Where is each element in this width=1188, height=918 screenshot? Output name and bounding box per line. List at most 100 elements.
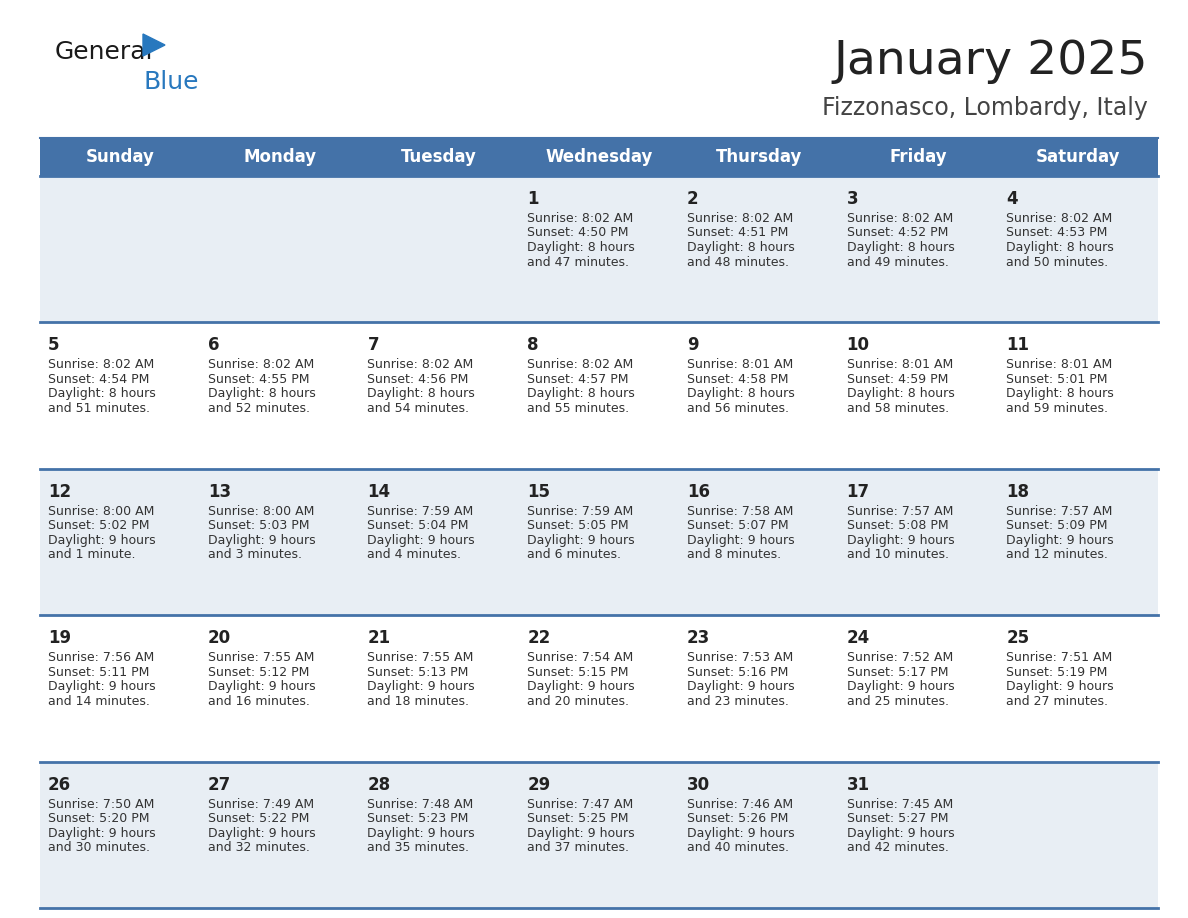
Text: Daylight: 9 hours: Daylight: 9 hours bbox=[208, 826, 315, 840]
Text: and 58 minutes.: and 58 minutes. bbox=[847, 402, 949, 415]
Text: and 18 minutes.: and 18 minutes. bbox=[367, 695, 469, 708]
Text: Daylight: 9 hours: Daylight: 9 hours bbox=[48, 680, 156, 693]
Text: Sunrise: 8:00 AM: Sunrise: 8:00 AM bbox=[208, 505, 314, 518]
Text: Sunset: 5:05 PM: Sunset: 5:05 PM bbox=[527, 520, 628, 532]
Text: 11: 11 bbox=[1006, 336, 1029, 354]
Text: Saturday: Saturday bbox=[1036, 148, 1120, 166]
Text: Daylight: 8 hours: Daylight: 8 hours bbox=[687, 241, 795, 254]
Text: and 55 minutes.: and 55 minutes. bbox=[527, 402, 630, 415]
Text: Daylight: 9 hours: Daylight: 9 hours bbox=[1006, 533, 1114, 547]
Text: and 23 minutes.: and 23 minutes. bbox=[687, 695, 789, 708]
Text: Sunset: 5:23 PM: Sunset: 5:23 PM bbox=[367, 812, 469, 825]
Text: Sunrise: 7:45 AM: Sunrise: 7:45 AM bbox=[847, 798, 953, 811]
Text: Daylight: 9 hours: Daylight: 9 hours bbox=[687, 533, 795, 547]
Text: Sunset: 5:19 PM: Sunset: 5:19 PM bbox=[1006, 666, 1107, 678]
Text: and 32 minutes.: and 32 minutes. bbox=[208, 841, 310, 854]
Text: and 37 minutes.: and 37 minutes. bbox=[527, 841, 630, 854]
Text: and 6 minutes.: and 6 minutes. bbox=[527, 548, 621, 561]
Bar bbox=[40, 176, 1158, 322]
Text: 18: 18 bbox=[1006, 483, 1029, 501]
Text: 3: 3 bbox=[847, 190, 858, 208]
Text: Sunrise: 7:56 AM: Sunrise: 7:56 AM bbox=[48, 651, 154, 665]
Text: Sunset: 5:26 PM: Sunset: 5:26 PM bbox=[687, 812, 788, 825]
Text: Sunrise: 8:02 AM: Sunrise: 8:02 AM bbox=[48, 358, 154, 372]
Text: Sunset: 5:17 PM: Sunset: 5:17 PM bbox=[847, 666, 948, 678]
Text: 16: 16 bbox=[687, 483, 710, 501]
Text: 15: 15 bbox=[527, 483, 550, 501]
Text: Sunset: 4:57 PM: Sunset: 4:57 PM bbox=[527, 373, 628, 386]
Text: and 14 minutes.: and 14 minutes. bbox=[48, 695, 150, 708]
Text: Sunrise: 7:55 AM: Sunrise: 7:55 AM bbox=[367, 651, 474, 665]
Text: Sunrise: 8:02 AM: Sunrise: 8:02 AM bbox=[527, 212, 633, 225]
Text: and 52 minutes.: and 52 minutes. bbox=[208, 402, 310, 415]
Text: Sunset: 5:27 PM: Sunset: 5:27 PM bbox=[847, 812, 948, 825]
Text: General: General bbox=[55, 40, 153, 64]
Text: 1: 1 bbox=[527, 190, 538, 208]
Text: 2: 2 bbox=[687, 190, 699, 208]
Text: Daylight: 8 hours: Daylight: 8 hours bbox=[847, 387, 954, 400]
Text: 14: 14 bbox=[367, 483, 391, 501]
Text: Daylight: 9 hours: Daylight: 9 hours bbox=[208, 680, 315, 693]
Bar bbox=[40, 469, 1158, 615]
Text: 12: 12 bbox=[48, 483, 71, 501]
Text: 6: 6 bbox=[208, 336, 220, 354]
Text: Sunrise: 8:02 AM: Sunrise: 8:02 AM bbox=[847, 212, 953, 225]
Text: Sunset: 4:55 PM: Sunset: 4:55 PM bbox=[208, 373, 309, 386]
Text: and 47 minutes.: and 47 minutes. bbox=[527, 255, 630, 268]
Text: Daylight: 8 hours: Daylight: 8 hours bbox=[1006, 241, 1114, 254]
Text: Sunrise: 8:02 AM: Sunrise: 8:02 AM bbox=[1006, 212, 1112, 225]
Text: Daylight: 9 hours: Daylight: 9 hours bbox=[367, 533, 475, 547]
Text: 5: 5 bbox=[48, 336, 59, 354]
Text: Daylight: 9 hours: Daylight: 9 hours bbox=[527, 533, 634, 547]
Text: Sunrise: 7:57 AM: Sunrise: 7:57 AM bbox=[1006, 505, 1113, 518]
Text: and 50 minutes.: and 50 minutes. bbox=[1006, 255, 1108, 268]
Text: Sunset: 5:13 PM: Sunset: 5:13 PM bbox=[367, 666, 469, 678]
Text: Sunset: 5:11 PM: Sunset: 5:11 PM bbox=[48, 666, 150, 678]
Text: 25: 25 bbox=[1006, 629, 1030, 647]
Text: Daylight: 9 hours: Daylight: 9 hours bbox=[48, 826, 156, 840]
Text: Daylight: 9 hours: Daylight: 9 hours bbox=[1006, 680, 1114, 693]
Text: Sunset: 4:50 PM: Sunset: 4:50 PM bbox=[527, 227, 628, 240]
Polygon shape bbox=[143, 34, 165, 56]
Text: Daylight: 8 hours: Daylight: 8 hours bbox=[527, 241, 634, 254]
Text: Sunrise: 7:57 AM: Sunrise: 7:57 AM bbox=[847, 505, 953, 518]
Text: Friday: Friday bbox=[890, 148, 947, 166]
Text: Daylight: 9 hours: Daylight: 9 hours bbox=[48, 533, 156, 547]
Text: and 4 minutes.: and 4 minutes. bbox=[367, 548, 461, 561]
Text: and 42 minutes.: and 42 minutes. bbox=[847, 841, 948, 854]
Text: Sunset: 5:04 PM: Sunset: 5:04 PM bbox=[367, 520, 469, 532]
Text: and 51 minutes.: and 51 minutes. bbox=[48, 402, 150, 415]
Text: 29: 29 bbox=[527, 776, 550, 793]
Text: Daylight: 9 hours: Daylight: 9 hours bbox=[208, 533, 315, 547]
Text: Sunset: 4:56 PM: Sunset: 4:56 PM bbox=[367, 373, 469, 386]
Text: Sunset: 4:58 PM: Sunset: 4:58 PM bbox=[687, 373, 789, 386]
Text: Blue: Blue bbox=[143, 70, 198, 94]
Text: Daylight: 9 hours: Daylight: 9 hours bbox=[367, 680, 475, 693]
Text: and 27 minutes.: and 27 minutes. bbox=[1006, 695, 1108, 708]
Text: 9: 9 bbox=[687, 336, 699, 354]
Text: and 3 minutes.: and 3 minutes. bbox=[208, 548, 302, 561]
Text: Sunset: 4:52 PM: Sunset: 4:52 PM bbox=[847, 227, 948, 240]
Text: and 49 minutes.: and 49 minutes. bbox=[847, 255, 948, 268]
Text: Daylight: 8 hours: Daylight: 8 hours bbox=[48, 387, 156, 400]
Text: Sunrise: 7:51 AM: Sunrise: 7:51 AM bbox=[1006, 651, 1112, 665]
Text: Sunrise: 7:59 AM: Sunrise: 7:59 AM bbox=[527, 505, 633, 518]
Text: Sunrise: 8:02 AM: Sunrise: 8:02 AM bbox=[208, 358, 314, 372]
Text: Daylight: 8 hours: Daylight: 8 hours bbox=[687, 387, 795, 400]
Text: Sunset: 4:51 PM: Sunset: 4:51 PM bbox=[687, 227, 788, 240]
Text: Daylight: 9 hours: Daylight: 9 hours bbox=[847, 680, 954, 693]
Bar bbox=[519, 138, 678, 176]
Text: 8: 8 bbox=[527, 336, 538, 354]
Text: Daylight: 8 hours: Daylight: 8 hours bbox=[527, 387, 634, 400]
Text: 30: 30 bbox=[687, 776, 710, 793]
Bar bbox=[839, 138, 998, 176]
Text: Sunset: 5:01 PM: Sunset: 5:01 PM bbox=[1006, 373, 1107, 386]
Text: Sunset: 4:54 PM: Sunset: 4:54 PM bbox=[48, 373, 150, 386]
Text: Sunrise: 7:49 AM: Sunrise: 7:49 AM bbox=[208, 798, 314, 811]
Text: Daylight: 9 hours: Daylight: 9 hours bbox=[687, 680, 795, 693]
Text: 20: 20 bbox=[208, 629, 230, 647]
Text: Sunrise: 7:50 AM: Sunrise: 7:50 AM bbox=[48, 798, 154, 811]
Text: and 48 minutes.: and 48 minutes. bbox=[687, 255, 789, 268]
Text: Sunrise: 7:54 AM: Sunrise: 7:54 AM bbox=[527, 651, 633, 665]
Text: and 30 minutes.: and 30 minutes. bbox=[48, 841, 150, 854]
